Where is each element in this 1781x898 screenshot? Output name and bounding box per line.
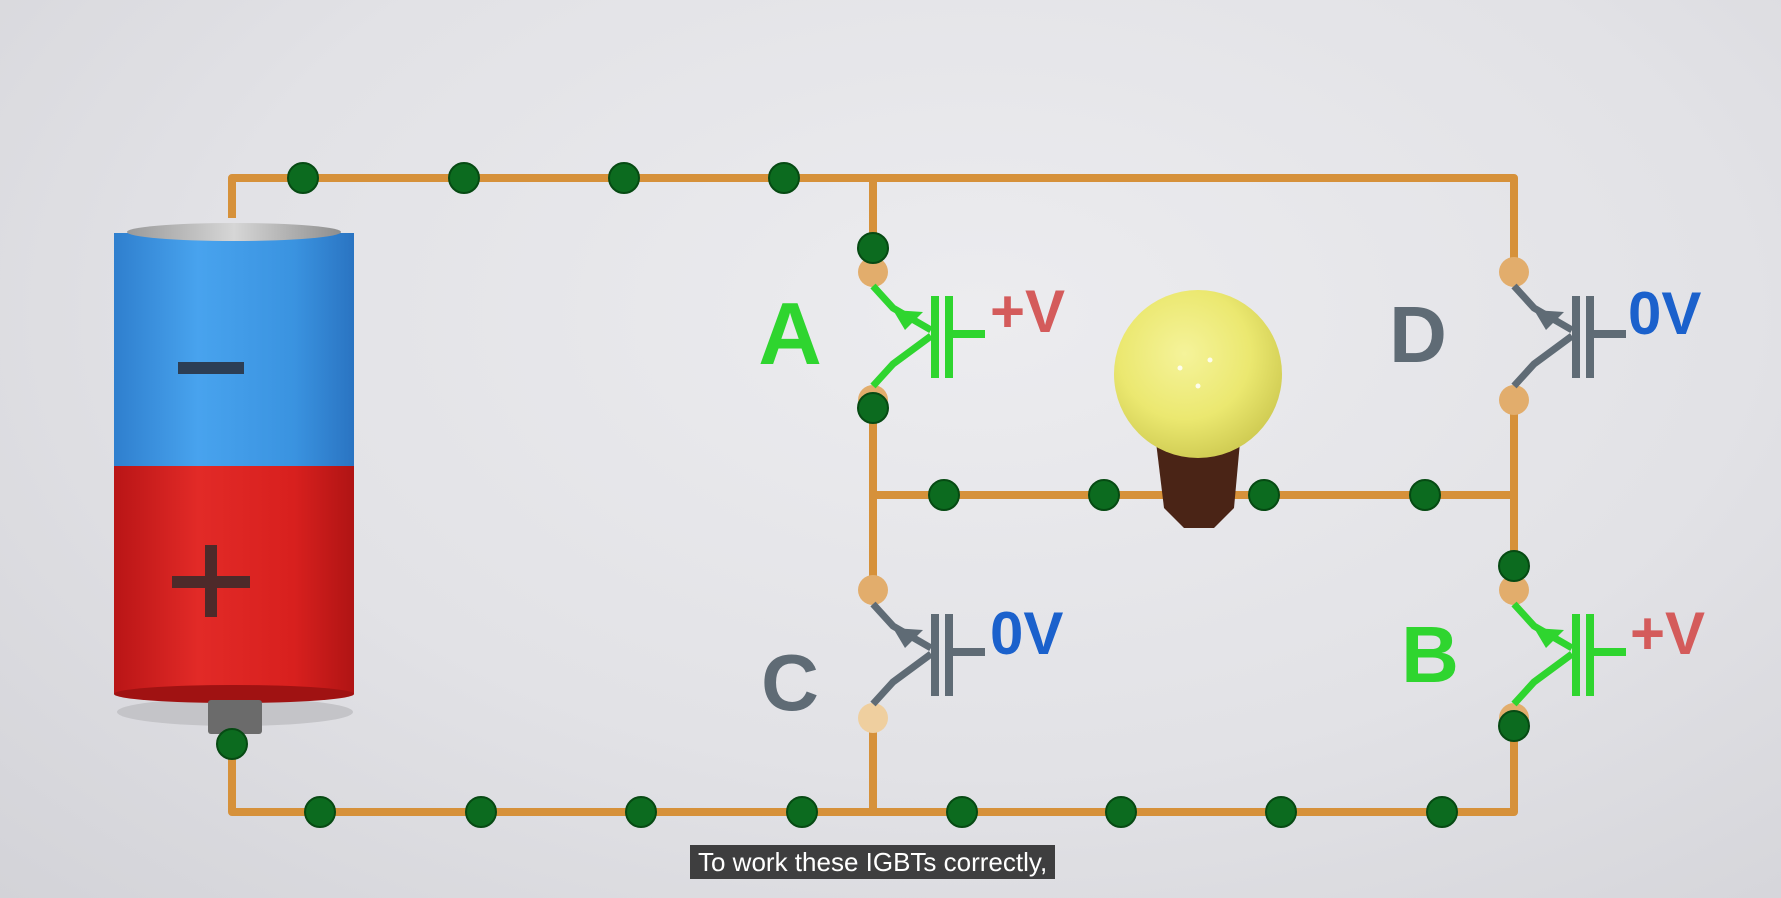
plus-sign-icon-v bbox=[205, 545, 217, 617]
electron-dot bbox=[216, 728, 248, 760]
switch-label-c: C bbox=[761, 638, 819, 727]
igbt-gate-lead bbox=[953, 330, 985, 338]
terminal-pad bbox=[858, 575, 888, 605]
electron-dot bbox=[1498, 710, 1530, 742]
battery-bottom-rim bbox=[114, 685, 354, 703]
collector-lead bbox=[1511, 283, 1574, 334]
electron-dot bbox=[1498, 550, 1530, 582]
electron-dot bbox=[304, 796, 336, 828]
terminal-pad bbox=[858, 257, 888, 287]
electron-dot bbox=[786, 796, 818, 828]
igbt-plate bbox=[1572, 614, 1580, 696]
switch-voltage-a: +V bbox=[990, 278, 1065, 345]
electron-dot bbox=[1265, 796, 1297, 828]
battery-negative-half bbox=[114, 233, 354, 466]
electron-dot bbox=[857, 392, 889, 424]
emitter-lead bbox=[1511, 651, 1575, 707]
bulb-glass bbox=[1114, 290, 1282, 458]
igbt-gate-lead bbox=[1594, 330, 1626, 338]
switch-label-a: A bbox=[758, 284, 822, 383]
switch-voltage-d: 0V bbox=[1628, 280, 1701, 347]
igbt-gate-lead bbox=[953, 648, 985, 656]
switch-voltage-c: 0V bbox=[990, 600, 1063, 667]
electron-dot bbox=[465, 796, 497, 828]
igbt-switch-c: C 0V bbox=[761, 575, 1063, 733]
terminal-pad bbox=[1499, 385, 1529, 415]
igbt-switch-b: B +V bbox=[1401, 575, 1705, 733]
igbt-arrow-icon bbox=[893, 310, 923, 330]
electron-dot bbox=[928, 479, 960, 511]
electron-dot bbox=[1088, 479, 1120, 511]
electron-dot bbox=[608, 162, 640, 194]
igbt-gate-plate bbox=[1586, 614, 1594, 696]
igbt-plate bbox=[931, 296, 939, 378]
emitter-lead bbox=[870, 651, 934, 707]
electron-dot bbox=[287, 162, 319, 194]
negative-sign-icon bbox=[178, 362, 244, 374]
battery-terminal bbox=[208, 700, 262, 734]
collector-lead bbox=[870, 601, 933, 652]
igbt-arrow-icon bbox=[1534, 310, 1564, 330]
igbt-switch-a: A +V bbox=[758, 257, 1065, 415]
switch-label-d: D bbox=[1389, 290, 1447, 379]
igbt-arrow-icon bbox=[893, 628, 923, 648]
igbt-plate bbox=[931, 614, 939, 696]
terminal-pad bbox=[1499, 575, 1529, 605]
terminal-pad bbox=[858, 703, 888, 733]
igbt-gate-plate bbox=[945, 296, 953, 378]
light-bulb-icon bbox=[1114, 290, 1282, 528]
electron-dot bbox=[768, 162, 800, 194]
igbt-gate-plate bbox=[945, 614, 953, 696]
electron-dots bbox=[216, 162, 1530, 828]
bulb-base bbox=[1156, 442, 1240, 528]
electron-dot bbox=[946, 796, 978, 828]
electron-dot bbox=[857, 232, 889, 264]
battery-top-cap bbox=[127, 223, 341, 241]
igbt-gate-plate bbox=[1586, 296, 1594, 378]
electron-dot bbox=[1105, 796, 1137, 828]
igbt-plate bbox=[1572, 296, 1580, 378]
video-caption: To work these IGBTs correctly, bbox=[690, 845, 1056, 879]
switch-voltage-b: +V bbox=[1630, 600, 1705, 667]
electron-dot bbox=[448, 162, 480, 194]
electron-dot bbox=[1248, 479, 1280, 511]
emitter-lead bbox=[1511, 333, 1575, 389]
igbt-arrow-icon bbox=[1534, 628, 1564, 648]
terminal-pad bbox=[1499, 257, 1529, 287]
igbt-gate-lead bbox=[1594, 648, 1626, 656]
emitter-lead bbox=[870, 333, 934, 389]
igbt-switch-d: D 0V bbox=[1389, 257, 1701, 415]
switch-label-b: B bbox=[1401, 610, 1459, 699]
collector-lead bbox=[870, 283, 933, 334]
electron-dot bbox=[1426, 796, 1458, 828]
battery bbox=[114, 223, 354, 734]
collector-lead bbox=[1511, 601, 1574, 652]
electron-dot bbox=[625, 796, 657, 828]
electron-dot bbox=[1409, 479, 1441, 511]
